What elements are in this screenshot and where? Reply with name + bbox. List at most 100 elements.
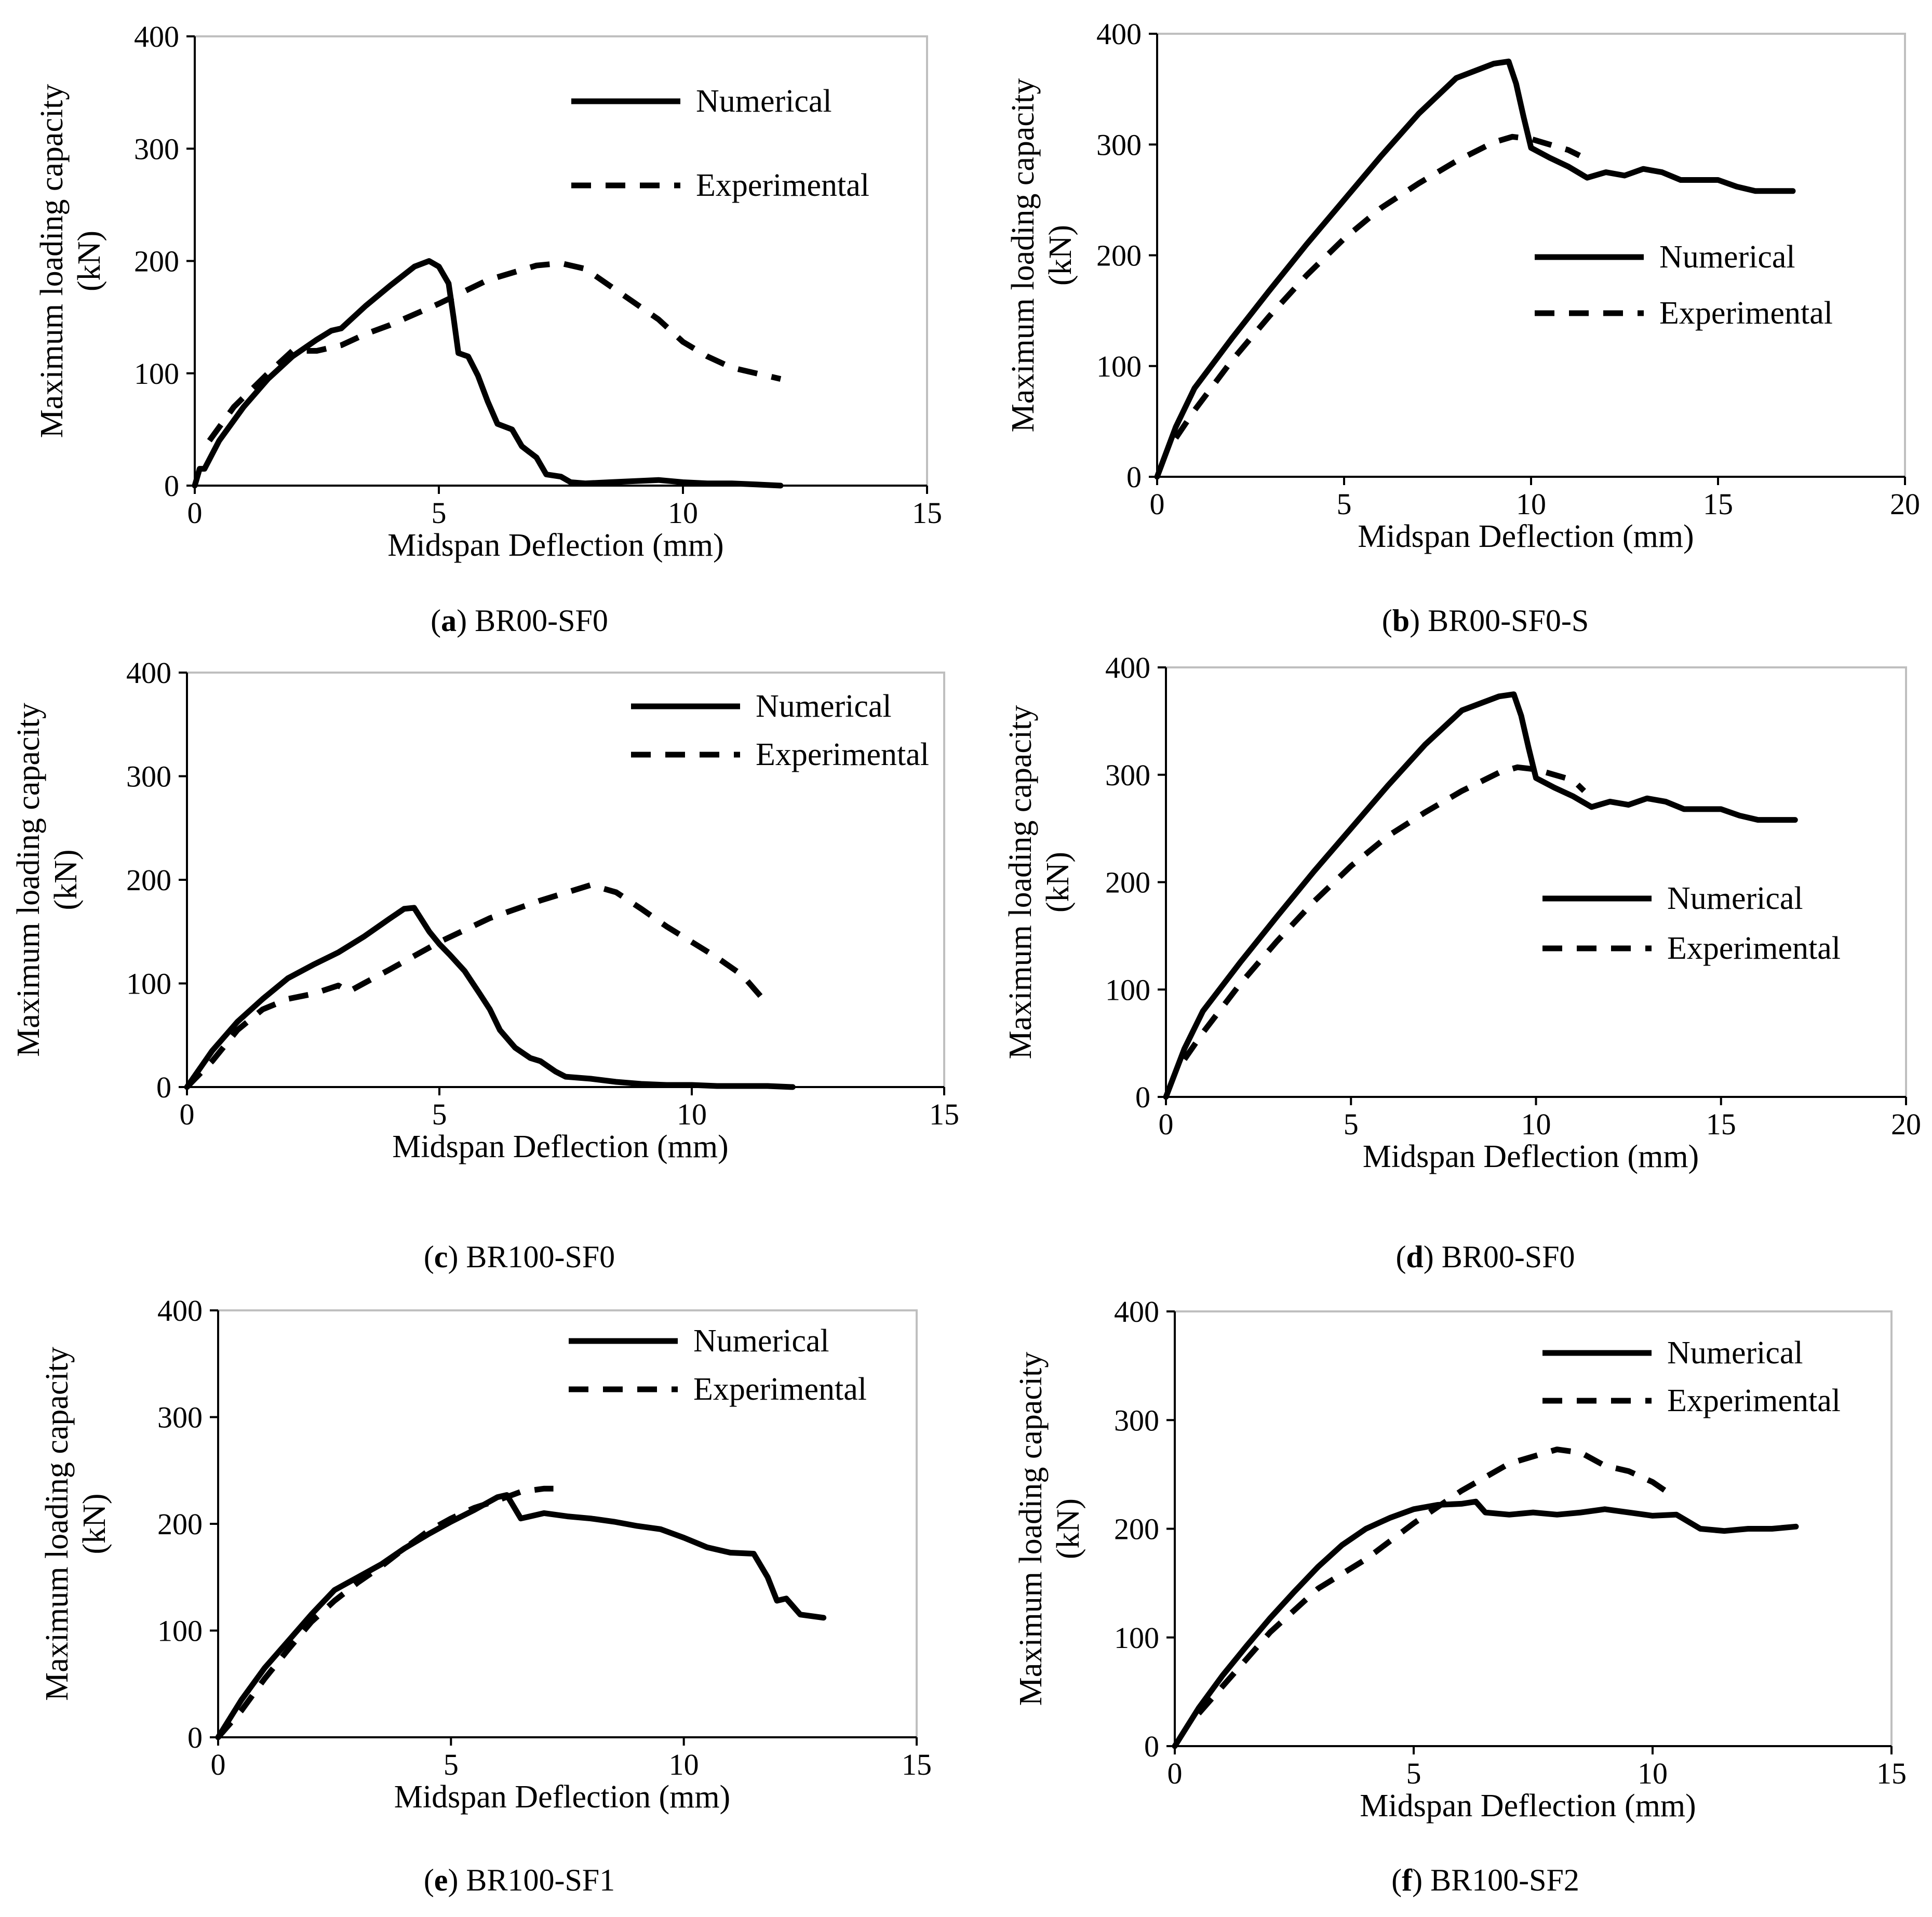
y-axis-title: Maximum loading capacity xyxy=(11,703,46,1057)
y-axis-unit: (kN) xyxy=(48,849,84,910)
y-tick-label: 100 xyxy=(1096,350,1142,383)
x-tick-label: 15 xyxy=(912,496,942,530)
x-axis-title: Midspan Deflection (mm) xyxy=(1360,1788,1696,1824)
series-line-numerical xyxy=(192,258,784,489)
caption-title: BR00-SF0-S xyxy=(1420,604,1589,638)
y-tick-label: 100 xyxy=(1105,973,1150,1007)
series-line-numerical xyxy=(1163,691,1798,1100)
panel-caption: (a) BR00-SF0 xyxy=(431,604,608,638)
x-tick-label: 10 xyxy=(1638,1757,1668,1790)
panel-caption: (c) BR100-SF0 xyxy=(424,1240,615,1274)
caption-title: BR100-SF2 xyxy=(1423,1863,1579,1897)
x-tick-label: 20 xyxy=(1890,487,1920,521)
y-tick-label: 400 xyxy=(1105,651,1150,685)
chart-panel-f: 0 100 200 300 400 0 5 10 15 Midspan Deflection (m… xyxy=(1013,1295,1907,1897)
x-tick-label: 15 xyxy=(929,1097,959,1131)
y-tick-label: 400 xyxy=(134,20,179,53)
x-tick-label: 5 xyxy=(1406,1757,1421,1790)
legend-label-experimental: Experimental xyxy=(1659,296,1833,331)
caption-title: BR00-SF0 xyxy=(467,604,608,638)
x-tick-label: 5 xyxy=(444,1748,459,1781)
caption-paren: ) xyxy=(448,1240,458,1274)
series-line-numerical xyxy=(184,905,796,1090)
y-tick-label: 300 xyxy=(1105,758,1150,792)
legend-label-numerical: Numerical xyxy=(696,84,832,119)
chart-panel-e: 0 100 200 300 400 0 5 10 15 Midspan Deflection (m… xyxy=(39,1294,932,1897)
x-tick-label: 0 xyxy=(1159,1107,1174,1141)
series-line-numerical xyxy=(215,1492,827,1740)
caption-paren: ) xyxy=(1412,1863,1423,1897)
x-tick-label: 0 xyxy=(1150,487,1165,521)
caption-paren: ) xyxy=(448,1863,458,1897)
caption-letter: d xyxy=(1406,1240,1423,1274)
x-tick-label: 15 xyxy=(1703,487,1733,521)
y-tick-label: 300 xyxy=(1096,128,1142,162)
y-axis-unit: (kN) xyxy=(72,231,107,291)
x-tick-label: 5 xyxy=(1344,1107,1359,1141)
x-axis-title: Midspan Deflection (mm) xyxy=(1363,1139,1699,1174)
y-tick-label: 100 xyxy=(157,1614,203,1648)
caption-title: BR100-SF0 xyxy=(458,1240,615,1274)
y-axis-title: Maximum loading capacity xyxy=(1005,78,1041,433)
legend-label-numerical: Numerical xyxy=(1659,239,1795,275)
caption-title: BR00-SF0 xyxy=(1434,1240,1575,1274)
x-tick-label: 20 xyxy=(1891,1107,1921,1141)
y-tick-label: 300 xyxy=(134,132,179,166)
y-tick-label: 300 xyxy=(157,1401,203,1435)
chart-panel-c: 0 100 200 300 400 0 5 10 15 Midspan Deflection (m… xyxy=(11,656,959,1274)
y-tick-label: 200 xyxy=(157,1507,203,1541)
y-axis-unit: (kN) xyxy=(1051,1498,1086,1559)
panel-caption: (f) BR100-SF2 xyxy=(1391,1863,1579,1897)
caption-paren: ( xyxy=(1391,1863,1402,1897)
x-axis-title: Midspan Deflection (mm) xyxy=(387,528,723,563)
y-axis-title: Maximum loading capacity xyxy=(34,84,70,438)
x-axis-title: Midspan Deflection (mm) xyxy=(1358,519,1694,554)
y-axis-title: Maximum loading capacity xyxy=(1003,705,1038,1060)
legend-label-numerical: Numerical xyxy=(1667,1335,1803,1371)
caption-paren: ( xyxy=(1382,604,1392,638)
chart-panel-a: 0 100 200 300 400 0 5 10 15 Midspan Deflection (m… xyxy=(34,20,942,638)
caption-paren: ) xyxy=(1424,1240,1434,1274)
y-tick-label: 400 xyxy=(126,656,171,690)
x-tick-label: 5 xyxy=(432,1097,447,1131)
y-tick-label: 0 xyxy=(1126,460,1142,494)
caption-paren: ( xyxy=(1396,1240,1406,1274)
chart-panel-d: 0 100 200 300 400 0 5 10 15 20 Midspan Deflection … xyxy=(1003,651,1921,1274)
x-tick-label: 15 xyxy=(902,1748,932,1781)
caption-paren: ( xyxy=(424,1863,434,1897)
legend-label-numerical: Numerical xyxy=(693,1323,829,1359)
caption-letter: e xyxy=(434,1863,448,1897)
panel-caption: (d) BR00-SF0 xyxy=(1396,1240,1575,1274)
x-tick-label: 0 xyxy=(187,496,203,530)
series-line-experimental xyxy=(1182,764,1586,1061)
y-tick-label: 400 xyxy=(1114,1295,1159,1329)
y-tick-label: 200 xyxy=(134,245,179,278)
y-tick-label: 200 xyxy=(1105,866,1150,900)
y-axis-unit: (kN) xyxy=(1043,225,1078,286)
chart-panel-b: 0 100 200 300 400 0 5 10 15 20 Midspan Deflection … xyxy=(1005,17,1920,638)
legend-label-experimental: Experimental xyxy=(1667,931,1841,966)
plot-frame xyxy=(186,672,945,1088)
y-tick-label: 0 xyxy=(1135,1080,1150,1114)
caption-title: BR100-SF1 xyxy=(458,1863,615,1897)
y-tick-label: 0 xyxy=(1144,1730,1159,1763)
x-tick-label: 10 xyxy=(669,1748,699,1781)
series-line-numerical xyxy=(1172,1498,1799,1749)
y-tick-label: 200 xyxy=(1096,239,1142,273)
y-tick-label: 100 xyxy=(1114,1621,1159,1655)
y-axis-title: Maximum loading capacity xyxy=(39,1347,75,1701)
series-line-experimental xyxy=(1173,133,1581,440)
panel-caption: (b) BR00-SF0-S xyxy=(1382,604,1589,638)
x-tick-label: 0 xyxy=(211,1748,226,1781)
series-line-numerical xyxy=(1154,58,1796,480)
y-tick-label: 300 xyxy=(126,760,171,794)
y-tick-label: 200 xyxy=(126,863,171,897)
panel-caption: (e) BR100-SF1 xyxy=(424,1863,615,1897)
series-line-experimental xyxy=(185,882,770,1089)
y-tick-label: 400 xyxy=(1096,17,1142,51)
legend-label-numerical: Numerical xyxy=(1667,881,1803,916)
x-tick-label: 0 xyxy=(1168,1757,1183,1790)
x-tick-label: 5 xyxy=(1337,487,1352,521)
x-tick-label: 10 xyxy=(1516,487,1546,521)
